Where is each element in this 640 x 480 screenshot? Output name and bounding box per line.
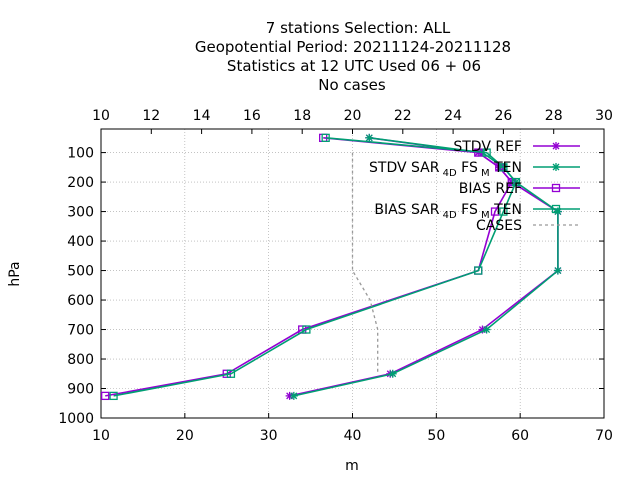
data-point [553, 266, 562, 275]
title-line-4: No cases [318, 76, 386, 94]
plot-frame [100, 128, 605, 419]
data-point [499, 207, 508, 216]
x2-tick-label: 10 [92, 108, 110, 124]
x2-tick-label: 24 [444, 108, 462, 124]
series-group [101, 133, 562, 401]
legend-label-2: STDV SAR 4D FS M TEN [369, 160, 522, 179]
data-point [490, 207, 500, 216]
data-point [109, 391, 118, 401]
data-point [321, 133, 330, 142]
data-point [388, 369, 397, 378]
data-point [499, 163, 508, 172]
legend-marker-1 [552, 142, 560, 150]
x2-tick-label: 12 [142, 108, 160, 124]
legend: STDV REF STDV SAR 4D FS M TEN BIAS REF BIAS… [369, 139, 580, 234]
x-tick-label: 40 [344, 428, 362, 444]
y-tick-label: 200 [67, 175, 94, 191]
series-line-3 [105, 137, 513, 397]
chart-title: 7 stations Selection: ALL Geopotential P… [195, 19, 511, 94]
legend-label-1: STDV REF [453, 139, 522, 155]
legend-marker-2 [552, 163, 560, 171]
y-tick-label: 300 [67, 205, 94, 221]
x2-tick-label: 18 [293, 108, 311, 124]
legend-label-3: BIAS REF [459, 181, 522, 197]
x-tick-label: 10 [92, 428, 110, 444]
x2-tick-label: 22 [394, 108, 412, 124]
x-tick-label: 60 [511, 428, 529, 444]
y-tick-label: 400 [67, 234, 94, 250]
data-point [474, 266, 483, 275]
series-line-5 [351, 152, 379, 374]
y-tick-label: 500 [67, 264, 94, 280]
data-point [289, 391, 298, 400]
title-line-1: 7 stations Selection: ALL [266, 19, 451, 37]
x2-tick-label: 30 [595, 108, 613, 124]
data-point [482, 325, 491, 334]
series-line-1 [289, 137, 559, 397]
x2-tick-label: 28 [545, 108, 563, 124]
title-line-3: Statistics at 12 UTC Used 06 + 06 [227, 57, 481, 75]
x-tick-label: 70 [595, 428, 613, 444]
y-tick-label: 100 [67, 146, 94, 162]
x2-tick-label: 26 [494, 108, 512, 124]
data-point [101, 391, 110, 401]
y-tick-label: 900 [67, 382, 94, 398]
data-point [365, 133, 374, 142]
x-tick-label: 30 [260, 428, 278, 444]
legend-marker-3 [551, 183, 561, 193]
axes: 10 20 30 40 50 60 70 10 12 14 16 18 20 22 24 26 28 30 100 2… [58, 108, 613, 444]
title-line-2: Geopotential Period: 20211124-20211128 [195, 38, 511, 56]
data-point [482, 148, 491, 157]
y-tick-label: 800 [67, 352, 94, 368]
series-line-4 [113, 137, 517, 397]
x2-tick-label: 20 [344, 108, 362, 124]
y-tick-label: 600 [67, 293, 94, 309]
legend-label-5: CASES [476, 218, 522, 234]
legend-marker-4 [551, 204, 561, 214]
data-point [511, 177, 521, 187]
data-point [226, 369, 236, 378]
y-axis-label: hPa [7, 261, 23, 286]
y-tick-label: 1000 [58, 411, 94, 427]
x2-tick-label: 16 [243, 108, 261, 124]
x2-tick-label: 14 [193, 108, 211, 124]
data-point [302, 325, 311, 334]
y-tick-label: 700 [67, 323, 94, 339]
x-tick-label: 20 [176, 428, 194, 444]
x-tick-label: 50 [427, 428, 445, 444]
legend-label-4: BIAS SAR 4D FS M TEN [374, 202, 522, 221]
x-axis-label: m [345, 458, 359, 474]
